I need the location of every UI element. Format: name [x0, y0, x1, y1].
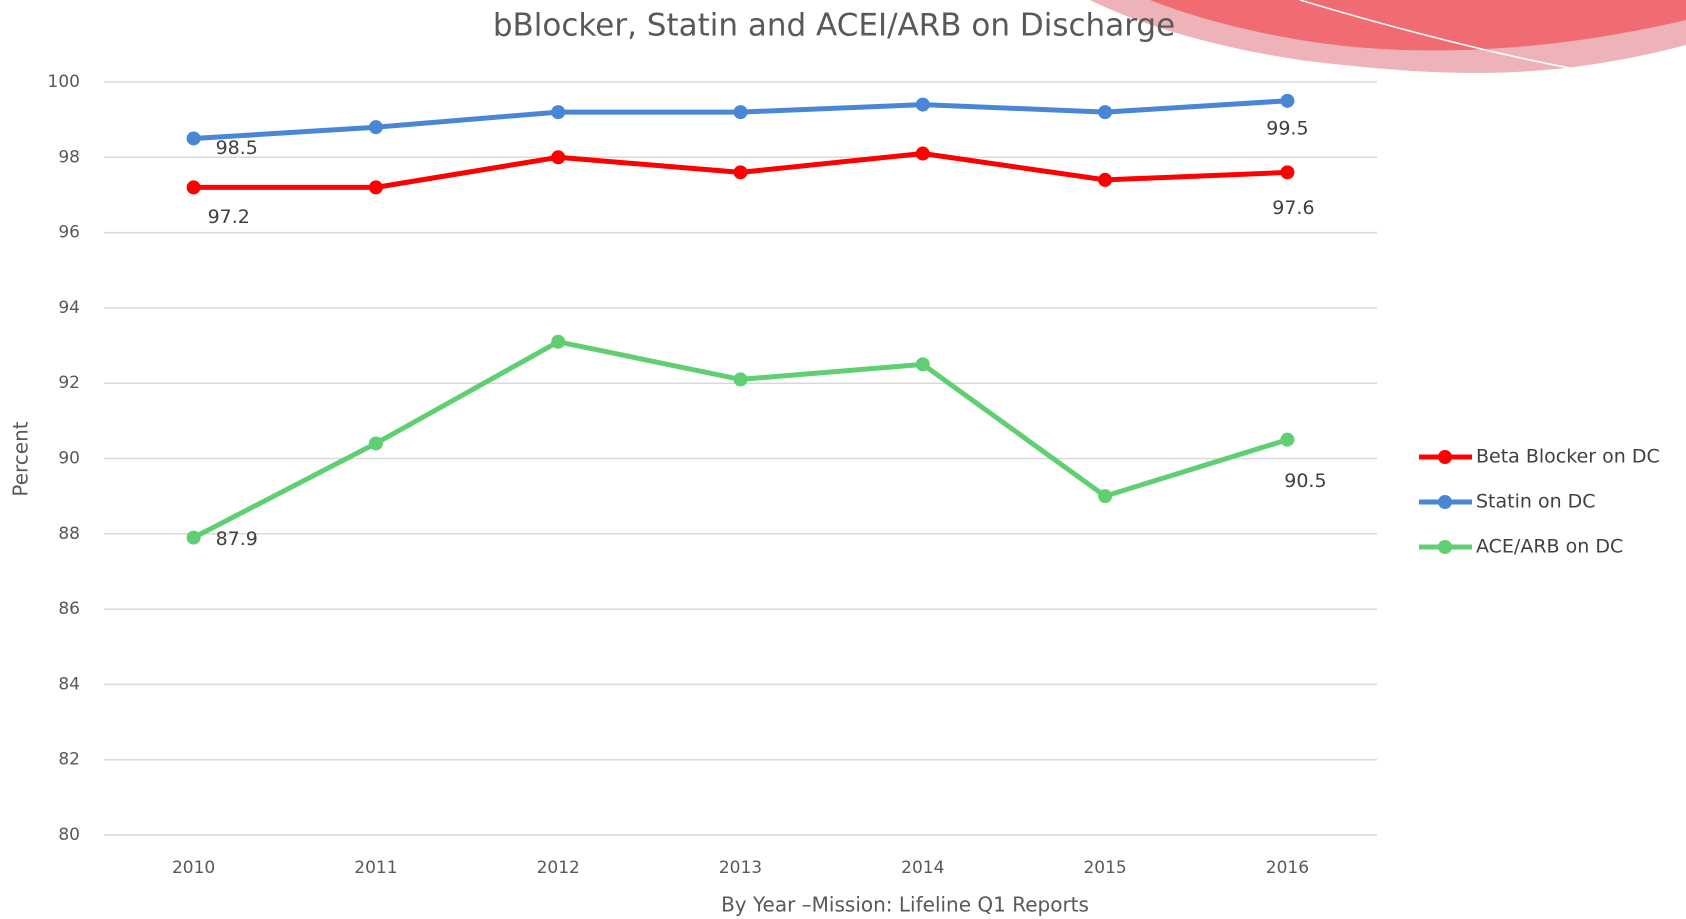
data-label: 98.5	[216, 137, 258, 159]
legend-label: ACE/ARB on DC	[1476, 536, 1623, 558]
data-label: 97.2	[208, 206, 250, 228]
data-point	[916, 98, 930, 112]
data-point	[734, 105, 748, 119]
data-point	[551, 150, 565, 164]
x-tick-label: 2015	[1083, 858, 1126, 878]
legend-marker	[1438, 495, 1452, 509]
data-point	[369, 180, 383, 194]
legend-label: Statin on DC	[1476, 491, 1596, 513]
x-tick-label: 2011	[354, 858, 397, 878]
data-point	[1280, 433, 1294, 447]
y-tick-label: 88	[58, 524, 80, 544]
data-point	[916, 147, 930, 161]
x-axis-title: By Year –Mission: Lifeline Q1 Reports	[721, 893, 1089, 917]
series-line	[194, 342, 1288, 538]
data-point	[734, 372, 748, 386]
data-point	[734, 165, 748, 179]
legend-marker	[1438, 450, 1452, 464]
x-tick-label: 2013	[719, 858, 762, 878]
data-point	[551, 335, 565, 349]
x-tick-label: 2016	[1266, 858, 1309, 878]
data-point	[916, 357, 930, 371]
y-tick-label: 100	[48, 72, 80, 92]
x-tick-label: 2014	[901, 858, 944, 878]
data-label: 90.5	[1284, 470, 1326, 492]
y-tick-label: 82	[58, 750, 80, 770]
data-point	[187, 180, 201, 194]
legend-label: Beta Blocker on DC	[1476, 446, 1660, 468]
y-tick-label: 86	[58, 599, 80, 619]
y-tick-label: 92	[58, 373, 80, 393]
data-label: 87.9	[216, 528, 258, 550]
data-point	[369, 436, 383, 450]
data-point	[551, 105, 565, 119]
y-tick-label: 90	[58, 449, 80, 469]
data-point	[1280, 165, 1294, 179]
data-point	[1098, 173, 1112, 187]
data-label: 97.6	[1272, 197, 1314, 219]
data-point	[1280, 94, 1294, 108]
legend-marker	[1438, 540, 1452, 554]
y-axis-title: Percent	[9, 421, 33, 496]
y-tick-label: 84	[58, 674, 80, 694]
x-tick-label: 2010	[172, 858, 215, 878]
data-point	[187, 531, 201, 545]
y-tick-label: 96	[58, 223, 80, 243]
x-tick-label: 2012	[537, 858, 580, 878]
data-point	[1098, 105, 1112, 119]
chart-title: bBlocker, Statin and ACEI/ARB on Dischar…	[493, 8, 1175, 44]
y-tick-label: 94	[58, 298, 80, 318]
y-tick-label: 80	[58, 825, 80, 845]
data-point	[1098, 489, 1112, 503]
data-label: 99.5	[1266, 117, 1308, 139]
decoration	[1090, 0, 1686, 73]
y-tick-label: 98	[58, 147, 80, 167]
data-point	[369, 120, 383, 134]
data-point	[187, 131, 201, 145]
chart: bBlocker, Statin and ACEI/ARB on Dischar…	[0, 0, 1686, 919]
